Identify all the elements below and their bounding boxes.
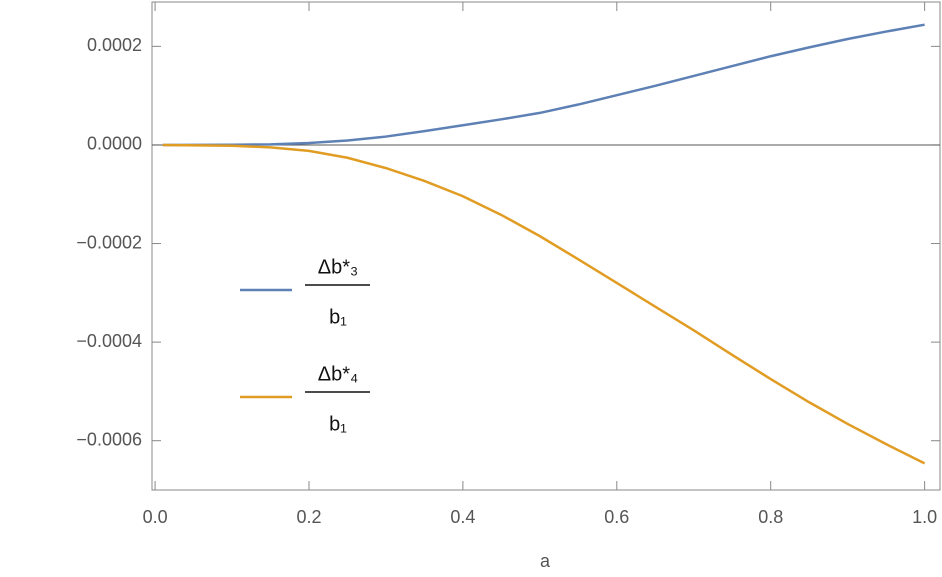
legend-numerator: Δb*₄ — [318, 363, 358, 385]
series-line — [162, 23, 925, 147]
legend-numerator: Δb*₃ — [318, 256, 358, 278]
plot-frame — [151, 1, 941, 491]
legend-denominator: b₁ — [329, 306, 347, 328]
x-tick-label: 0.4 — [450, 507, 475, 527]
y-tick-label: −0.0004 — [76, 331, 142, 351]
series-line — [162, 143, 926, 465]
x-tick-label: 0.8 — [758, 507, 783, 527]
x-tick-label: 0.6 — [604, 507, 629, 527]
legend-denominator: b₁ — [329, 413, 347, 435]
x-axis-label: a — [540, 551, 551, 571]
x-tick-label: 0.0 — [143, 507, 168, 527]
x-tick-label: 1.0 — [912, 507, 937, 527]
y-tick-label: 0.0000 — [87, 134, 142, 154]
y-tick-label: −0.0002 — [76, 232, 142, 252]
x-tick-label: 0.2 — [296, 507, 321, 527]
y-tick-label: 0.0002 — [87, 35, 142, 55]
y-tick-label: −0.0006 — [76, 429, 142, 449]
